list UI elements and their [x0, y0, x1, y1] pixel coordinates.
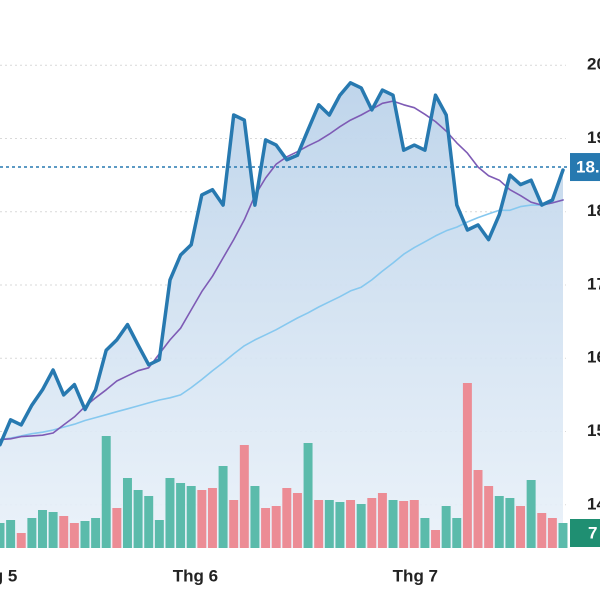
volume-bar [101, 436, 111, 548]
volume-bar [314, 500, 324, 548]
volume-bar [346, 500, 356, 548]
volume-bar [144, 496, 154, 548]
volume-bar [473, 470, 483, 548]
volume-bar [505, 498, 515, 548]
volume-bar [462, 383, 472, 548]
volume-bar [122, 478, 132, 548]
volume-bar [27, 518, 37, 548]
volume-bar [271, 506, 281, 548]
volume-bar [431, 530, 441, 548]
price-area [0, 82, 563, 549]
volume-bar [6, 520, 16, 548]
volume-bar [261, 508, 271, 548]
volume-bar [197, 490, 207, 548]
line-ma [0, 100, 564, 441]
volume-bar [48, 512, 58, 548]
volume-bar [537, 513, 547, 548]
volume-bar [303, 443, 313, 548]
y-tick-label: 15 [587, 421, 600, 440]
volume-bar [367, 498, 377, 548]
y-tick-label: 17 [587, 274, 600, 293]
volume-bar [282, 488, 292, 548]
volume-bar [409, 500, 419, 548]
volume-bar [484, 486, 494, 548]
volume-bar [69, 523, 79, 548]
x-tick-label: Thg 6 [173, 566, 218, 585]
x-tick-label: Thg 7 [393, 566, 438, 585]
volume-bar [250, 486, 260, 548]
volume-bar [112, 508, 122, 548]
volume-bar [229, 500, 239, 548]
volume-tag-bg [570, 519, 600, 547]
volume-bar [335, 502, 345, 548]
volume-bar [399, 501, 409, 548]
volume-bar [377, 493, 387, 548]
volume-bar [176, 483, 186, 548]
volume-bar [186, 486, 196, 548]
volume-bar [0, 523, 5, 548]
volume-bar [165, 478, 175, 548]
volume-bar [324, 500, 334, 548]
volume-bar [452, 518, 462, 548]
volume-bar [16, 533, 26, 548]
volume-bar [420, 518, 430, 548]
y-tick-label: 16 [587, 348, 600, 367]
y-tick-label: 19 [587, 128, 600, 147]
volume-bar [207, 488, 217, 548]
volume-bar [356, 504, 366, 548]
volume-bar [59, 516, 69, 548]
line-price [0, 81, 565, 447]
volume-bar [558, 523, 568, 548]
y-tick-label: 20 [587, 55, 600, 74]
last-price-tag: 18.61 [576, 158, 600, 177]
volume-bar [547, 518, 557, 548]
last-price-tag-bg [570, 153, 600, 182]
volume-bar [218, 466, 228, 548]
volume-bar [239, 445, 249, 548]
volume-tag: 7 [588, 523, 597, 542]
volume-bar [292, 493, 302, 548]
volume-bar [494, 496, 504, 548]
volume-bar [516, 506, 525, 548]
x-tick-label: Thg 5 [0, 566, 17, 585]
volume-bar [38, 510, 47, 548]
line-ma [0, 199, 564, 441]
volume-bar [441, 506, 451, 548]
volume-bar [80, 521, 90, 548]
y-tick-label: 14 [587, 494, 600, 513]
volume-bar [91, 518, 101, 548]
volume-bar [388, 500, 398, 548]
volume-bar [526, 480, 536, 548]
volume-bar [154, 520, 164, 548]
volume-bar [133, 490, 143, 548]
y-tick-label: 18 [587, 201, 600, 220]
